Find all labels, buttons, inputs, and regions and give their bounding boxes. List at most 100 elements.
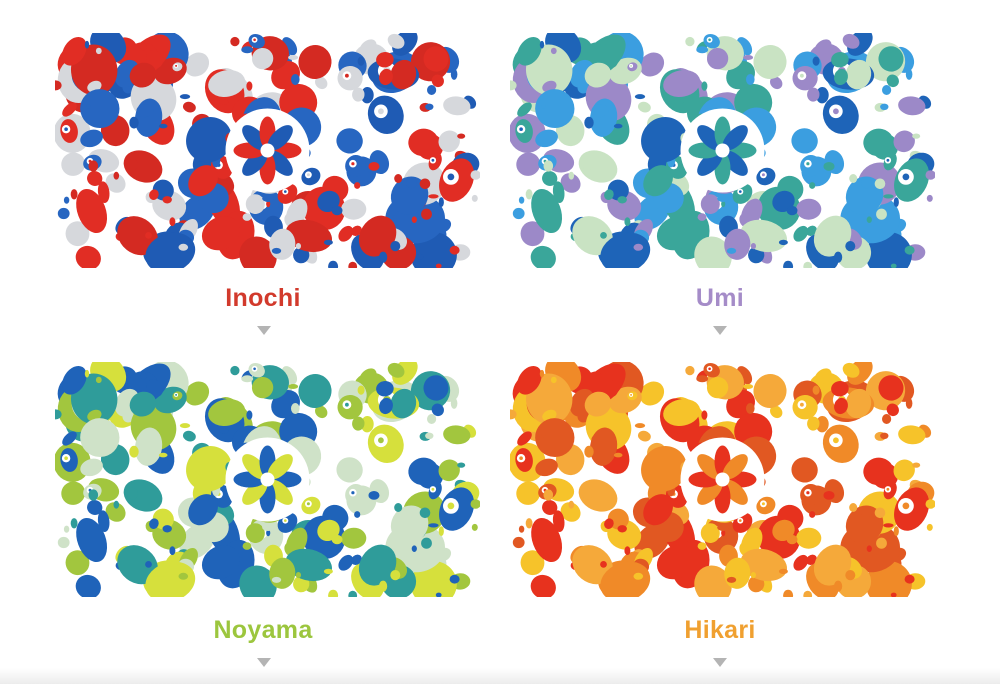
pattern-pupil — [800, 73, 804, 78]
pattern-blob — [379, 397, 393, 415]
pattern-blob — [876, 537, 887, 549]
pattern-blob — [750, 243, 756, 250]
pattern-blob — [390, 570, 401, 581]
pattern-pupil — [519, 127, 523, 131]
pattern-blob — [358, 544, 397, 586]
pattern-blob — [890, 592, 897, 597]
pattern-blob — [323, 239, 333, 246]
pattern-blob — [435, 263, 442, 268]
pattern-blob — [65, 221, 90, 247]
pattern-blob — [842, 33, 860, 49]
page-bottom-edge — [0, 668, 1000, 684]
pattern-blob — [136, 104, 154, 118]
pattern-blob — [288, 384, 299, 389]
emblem-petal — [242, 125, 268, 151]
pattern-blob — [717, 523, 729, 531]
pattern-blob — [743, 55, 754, 60]
pattern-blob — [721, 200, 726, 208]
pattern-blob — [358, 215, 397, 257]
pattern-blob — [663, 399, 701, 426]
pattern-blob — [700, 194, 720, 214]
pattern-blob — [410, 561, 457, 597]
pattern-image-noyama — [55, 362, 480, 597]
pattern-blob — [925, 170, 935, 180]
pattern-pupil — [902, 502, 910, 510]
emblem-petal — [267, 479, 293, 505]
pattern-blob — [726, 576, 737, 583]
pattern-blob — [359, 368, 377, 385]
pattern-blob — [288, 55, 299, 60]
pattern-blob — [641, 117, 687, 163]
pattern-blob — [246, 410, 253, 420]
pattern-blob — [241, 46, 254, 54]
pattern-pupil — [175, 64, 178, 67]
pattern-blob — [926, 194, 933, 202]
pattern-blob — [61, 481, 86, 505]
pattern-blob — [778, 568, 788, 575]
pattern-pupil — [800, 402, 804, 407]
pattern-blob — [158, 452, 168, 458]
pattern-blob — [201, 545, 241, 580]
pattern-blob — [543, 160, 554, 172]
pattern-blob — [793, 554, 809, 571]
pattern-blob — [394, 174, 403, 183]
pattern-blob — [634, 423, 646, 429]
pattern-blob — [861, 177, 872, 189]
pattern-blob — [419, 178, 431, 190]
pattern-pupil — [351, 162, 355, 166]
pattern-blob — [57, 536, 70, 549]
pattern-blob — [162, 525, 172, 533]
pattern-blob — [572, 216, 613, 256]
emblem-petal — [267, 150, 293, 176]
pattern-blob — [520, 550, 545, 576]
pattern-blob — [357, 56, 365, 66]
pattern-blob — [807, 87, 820, 102]
pattern-blob — [568, 500, 575, 509]
pattern-blob — [331, 534, 343, 545]
pattern-blob — [905, 397, 913, 409]
pattern-blob — [834, 397, 848, 415]
pattern-blob — [893, 526, 899, 536]
pattern-pupil — [519, 456, 523, 460]
pattern-blob — [552, 181, 565, 204]
pattern-pupil — [253, 38, 256, 42]
pattern-blob — [61, 36, 87, 66]
pattern-blob — [368, 491, 380, 500]
pattern-pupil — [345, 402, 349, 407]
pattern-blob — [793, 225, 809, 242]
pattern-blob — [450, 397, 458, 409]
pattern-blob — [601, 379, 618, 397]
pattern-blob — [57, 207, 70, 220]
variant-name-hikari: Hikari — [684, 616, 756, 644]
pattern-blob — [926, 523, 933, 531]
pattern-blob — [812, 56, 820, 66]
pattern-blob — [807, 416, 820, 431]
pattern-blob — [849, 503, 858, 512]
pattern-blob — [145, 561, 196, 597]
pattern-blob — [438, 459, 460, 482]
pattern-blob — [62, 431, 77, 446]
pattern-pupil — [806, 491, 810, 495]
emblem-petal — [697, 479, 723, 505]
pattern-blob — [387, 362, 405, 378]
pattern-pupil — [886, 158, 890, 162]
pattern-blob — [105, 173, 126, 193]
pattern-blob — [912, 133, 921, 139]
pattern-blob — [783, 260, 794, 268]
pattern-blob — [208, 70, 246, 97]
pattern-blob — [516, 365, 542, 395]
pattern-blob — [406, 177, 417, 189]
pattern-blob — [129, 116, 139, 129]
pattern-blob — [886, 403, 899, 417]
chevron-down-icon — [257, 658, 271, 667]
emblem-petal — [722, 150, 748, 176]
pattern-blob — [410, 232, 457, 268]
pattern-blob — [874, 178, 886, 190]
pattern-blob — [379, 580, 388, 592]
pattern-blob — [438, 197, 444, 208]
pattern-blob — [633, 572, 644, 580]
pattern-blob — [65, 550, 90, 576]
pattern-blob — [535, 458, 558, 477]
pattern-blob — [63, 196, 70, 204]
pattern-blob — [457, 133, 466, 139]
